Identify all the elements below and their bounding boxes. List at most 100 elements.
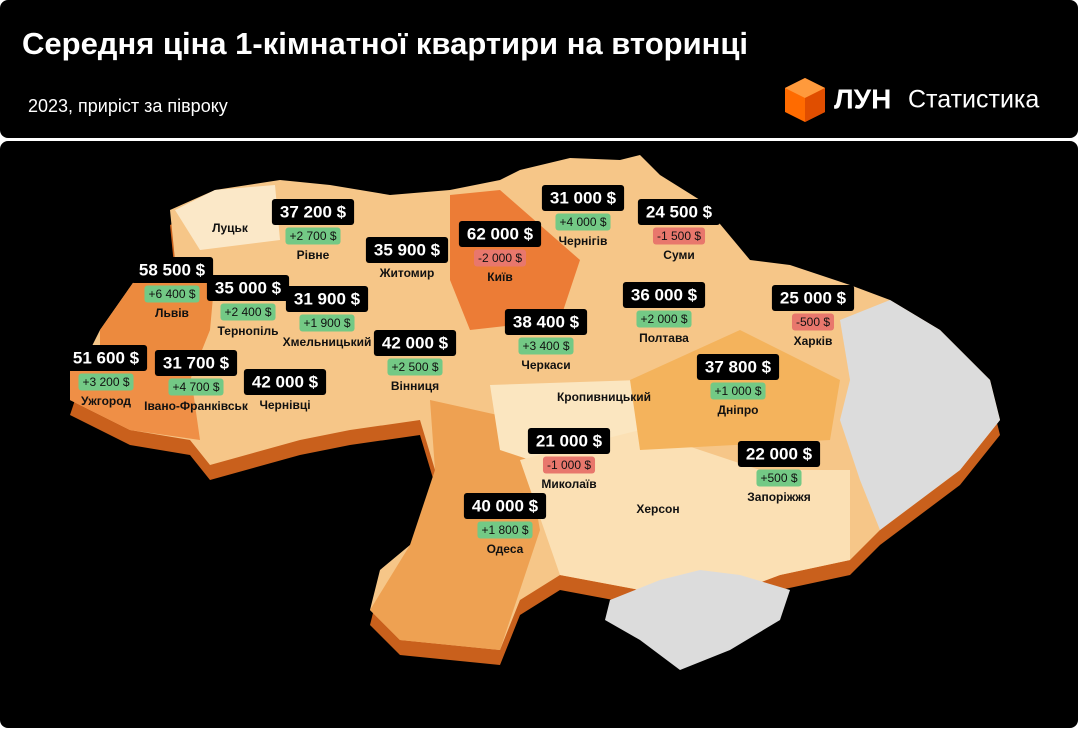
- change-bg: [710, 382, 766, 400]
- city-name: Кропивницький: [557, 390, 651, 404]
- price: 31 000 $: [550, 188, 617, 207]
- price-bg: [771, 285, 855, 311]
- city-name: Львів: [155, 306, 189, 320]
- price: 22 000 $: [746, 444, 813, 463]
- change-bg: [791, 313, 835, 331]
- brand-section: Статистика: [908, 86, 1039, 114]
- price: 37 200 $: [280, 202, 347, 221]
- city-name: Одеса: [487, 542, 524, 556]
- change: +2 700 $: [289, 229, 336, 243]
- price-bg: [271, 199, 355, 225]
- change: +3 200 $: [82, 375, 129, 389]
- change-bg: [652, 227, 706, 245]
- change-bg: [78, 373, 134, 391]
- city-name: Івано-Франківськ: [144, 399, 249, 413]
- change: +500 $: [760, 471, 797, 485]
- price-bg: [285, 286, 369, 312]
- city-name: Харків: [794, 334, 833, 348]
- price-bg: [206, 275, 290, 301]
- price: 62 000 $: [467, 224, 534, 243]
- price: 31 900 $: [294, 289, 361, 308]
- price: 58 500 $: [139, 260, 206, 279]
- city-labels: Луцьк 37 200 $ +2 700 $ Рівне 35 900 $ Житоми…: [64, 185, 855, 556]
- price: 42 000 $: [382, 333, 449, 352]
- city-name: Чернігів: [559, 234, 608, 248]
- city-name: Миколаїв: [541, 477, 596, 491]
- title: Середня ціна 1-кімнатної квартири на вто…: [22, 26, 748, 61]
- change: -2 000 $: [478, 251, 522, 265]
- price: 24 500 $: [646, 202, 713, 221]
- price: 35 900 $: [374, 240, 441, 259]
- price: 38 400 $: [513, 312, 580, 331]
- price: 37 800 $: [705, 357, 772, 376]
- change: -1 500 $: [657, 229, 701, 243]
- price-bg: [365, 237, 449, 263]
- price-bg: [243, 369, 327, 395]
- change-bg: [636, 310, 692, 328]
- change-bg: [542, 456, 596, 474]
- change: +1 000 $: [714, 384, 761, 398]
- price: 36 000 $: [631, 285, 698, 304]
- price-bg: [527, 428, 611, 454]
- change: +2 500 $: [391, 360, 438, 374]
- price: 51 600 $: [73, 348, 140, 367]
- city-name: Рівне: [297, 248, 330, 262]
- city-name: Київ: [487, 270, 512, 284]
- change: +4 700 $: [172, 380, 219, 394]
- change: +4 000 $: [559, 215, 606, 229]
- logo-icon: [785, 78, 825, 122]
- change: +3 400 $: [522, 339, 569, 353]
- change: +2 000 $: [640, 312, 687, 326]
- price: 21 000 $: [536, 431, 603, 450]
- price: 35 000 $: [215, 278, 282, 297]
- header-panel: [0, 0, 1078, 138]
- city-name: Вінниця: [391, 379, 439, 393]
- price-bg: [696, 354, 780, 380]
- city-name: Полтава: [639, 331, 689, 345]
- price-bg: [463, 493, 547, 519]
- price-bg: [154, 350, 238, 376]
- change-bg: [144, 285, 200, 303]
- change-bg: [518, 337, 574, 355]
- change-bg: [756, 469, 802, 487]
- price-bg: [64, 345, 148, 371]
- price: 40 000 $: [472, 496, 539, 515]
- change-bg: [220, 303, 276, 321]
- change: -1 000 $: [547, 458, 591, 472]
- city-name: Черкаси: [521, 358, 570, 372]
- city-name: Тернопіль: [218, 324, 279, 338]
- change-bg: [299, 314, 355, 332]
- change-bg: [168, 378, 224, 396]
- price-bg: [458, 221, 542, 247]
- price-bg: [622, 282, 706, 308]
- city-name: Ужгород: [81, 394, 131, 408]
- change: +6 400 $: [148, 287, 195, 301]
- price-bg: [541, 185, 625, 211]
- subtitle: 2023, приріст за півроку: [28, 96, 228, 116]
- price-bg: [637, 199, 721, 225]
- city-name: Дніпро: [717, 403, 758, 417]
- price-bg: [504, 309, 588, 335]
- change-bg: [555, 213, 611, 231]
- change-bg: [387, 358, 443, 376]
- city-name: Житомир: [379, 266, 435, 280]
- city-name: Чернівці: [259, 398, 310, 412]
- change: +1 900 $: [303, 316, 350, 330]
- city-name: Суми: [663, 248, 694, 262]
- price: 25 000 $: [780, 288, 847, 307]
- price-bg: [130, 257, 214, 283]
- price: 31 700 $: [163, 353, 230, 372]
- city-name: Херсон: [636, 502, 679, 516]
- change-bg: [477, 521, 533, 539]
- change-bg: [285, 227, 341, 245]
- brand: ЛУН: [834, 83, 891, 114]
- city-name: Хмельницький: [283, 335, 372, 349]
- city-name: Запоріжжя: [747, 490, 810, 504]
- city-name: Луцьк: [212, 221, 249, 235]
- change: +2 400 $: [224, 305, 271, 319]
- change: -500 $: [796, 315, 830, 329]
- price-bg: [737, 441, 821, 467]
- price-bg: [373, 330, 457, 356]
- change-bg: [473, 249, 527, 267]
